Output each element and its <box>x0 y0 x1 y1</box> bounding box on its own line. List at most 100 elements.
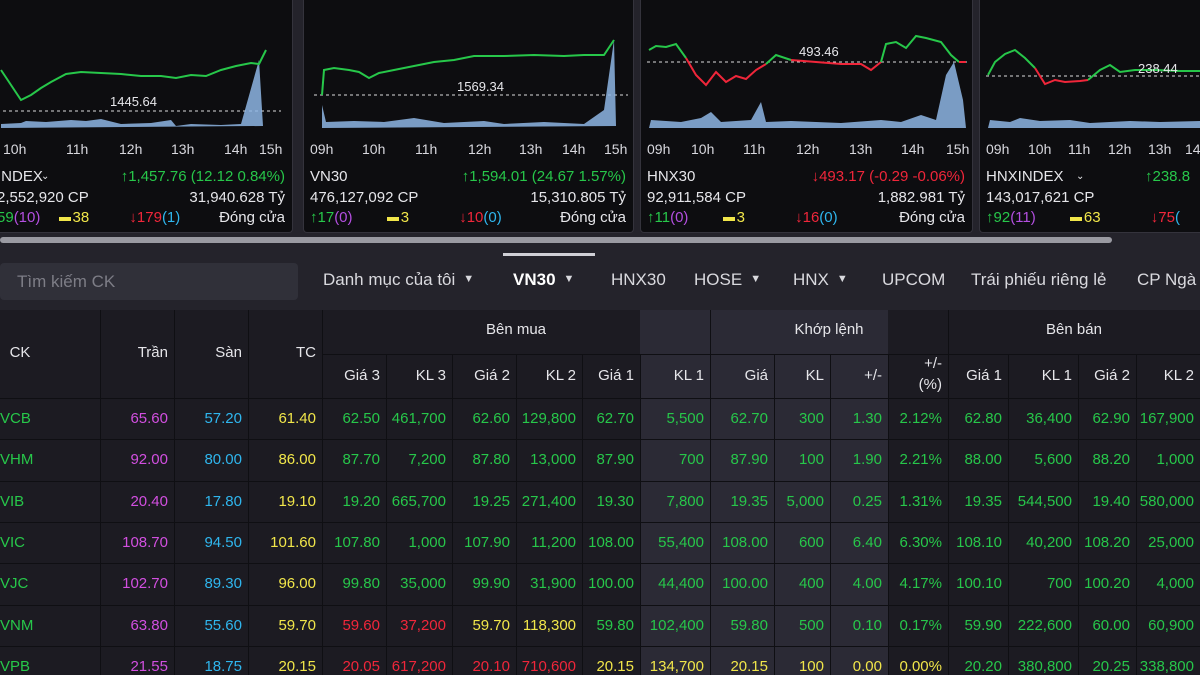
ask-cell: 59.90 <box>964 616 1002 634</box>
search-input[interactable]: Tìm kiếm CK <box>0 263 298 300</box>
grid-line <box>830 354 831 675</box>
col-header-buy: Giá 2 <box>474 367 510 384</box>
advancers-count: ↑92 <box>986 209 1011 226</box>
advancers-count: 59 <box>0 209 14 226</box>
index-chart: 1569.34 <box>314 39 628 128</box>
match-cell: 2.12% <box>899 410 942 427</box>
symbol-cell: VPB <box>0 657 31 675</box>
index-card-vn30[interactable]: 1569.34 09h 10h 11h 12h 13h 14h 15h VN30… <box>303 0 634 233</box>
symbol-cell: VIC <box>0 533 26 551</box>
col-header-buy: Giá 3 <box>344 367 380 384</box>
ask-cell: 20.25 <box>1092 657 1130 675</box>
ceiling-count: (11) <box>1010 209 1036 226</box>
ask-cell: 1,000 <box>1156 451 1194 469</box>
bid-cell: 7,200 <box>408 451 446 469</box>
match-cell: 20.15 <box>730 657 768 675</box>
grid-line <box>386 354 387 675</box>
match-cell: 0.00% <box>899 657 942 675</box>
chevron-down-icon: ▼ <box>563 273 575 285</box>
col-header-match-price: Giá <box>744 367 768 384</box>
match-cell: 1.31% <box>899 492 942 510</box>
time-axis: 10h 11h 12h 13h 14h 15h <box>3 141 283 157</box>
index-name: HNXINDEX <box>986 168 1064 185</box>
grid-line <box>452 354 453 675</box>
floor-count: (0) <box>483 209 502 226</box>
col-header-ck: CK <box>9 344 31 361</box>
col-header-match-vol: KL <box>805 367 824 384</box>
bid-cell: 31,900 <box>530 575 576 593</box>
ask-cell: 100.20 <box>1084 575 1130 593</box>
grid-line <box>710 310 711 675</box>
symbol-cell: VCB <box>0 410 31 427</box>
ask-cell: 88.20 <box>1092 451 1130 469</box>
match-cell: 0.10 <box>852 616 882 634</box>
active-tab-indicator <box>503 253 595 256</box>
index-value: 15,310.805 Tỷ <box>530 189 626 206</box>
ref-price-cell: 86.00 <box>278 451 316 469</box>
col-header-buy: KL 3 <box>415 367 446 384</box>
tab-watchlist[interactable]: Danh mục của tôi ▼ <box>323 270 475 289</box>
match-cell: 5,000 <box>786 492 824 510</box>
match-cell: 87.90 <box>730 451 768 469</box>
bid-cell: 87.70 <box>342 451 380 469</box>
ask-cell: 20.20 <box>964 657 1002 675</box>
decliners-count: ↓16 <box>795 209 820 226</box>
grid-line <box>888 354 889 675</box>
bid-cell: 5,500 <box>666 410 704 427</box>
index-card-hnxindex[interactable]: 238.44 09h 10h 11h 12h 13h 14h 15h HNXIN… <box>979 0 1200 233</box>
match-cell: 400 <box>798 575 824 593</box>
decliners-count: ↓179 <box>129 209 162 226</box>
tab-private-bonds[interactable]: Trái phiếu riêng lẻ <box>971 270 1107 289</box>
grid-line <box>1008 354 1009 675</box>
floor-price-cell: 18.75 <box>204 657 242 675</box>
tab-cp-nganh[interactable]: CP Ngà <box>1137 270 1197 289</box>
chevron-down-icon[interactable]: ⌄ <box>1076 171 1085 182</box>
chevron-down-icon[interactable]: ⌄ <box>41 171 50 182</box>
bid-cell: 62.70 <box>596 410 634 427</box>
ask-cell: 19.35 <box>964 492 1002 510</box>
unchanged-icon <box>58 217 71 221</box>
tab-upcom[interactable]: UPCOM <box>882 270 946 289</box>
ask-cell: 36,400 <box>1026 410 1072 427</box>
ask-cell: 580,000 <box>1139 492 1194 510</box>
tab-hnx[interactable]: HNX ▼ <box>793 270 848 289</box>
match-cell: 600 <box>798 533 824 551</box>
tab-hose[interactable]: HOSE ▼ <box>694 270 762 289</box>
floor-count: ( <box>1174 209 1180 226</box>
index-card-hnx30[interactable]: 493.46 09h 10h 11h 12h 13h 14h 15h HNX30… <box>640 0 973 233</box>
ceiling-count: (0) <box>670 209 689 226</box>
ceil-price-cell: 102.70 <box>122 575 168 593</box>
tab-hnx30[interactable]: HNX30 <box>611 270 666 289</box>
bid-cell: 37,200 <box>400 616 446 634</box>
grid-line <box>0 563 1200 565</box>
bid-cell: 107.90 <box>464 533 510 551</box>
ask-cell: 338,800 <box>1139 657 1194 675</box>
bid-cell: 665,700 <box>391 492 446 510</box>
grid-line <box>582 354 583 675</box>
bid-cell: 271,400 <box>521 492 576 510</box>
match-column-shade <box>640 310 888 675</box>
bid-cell: 99.90 <box>472 575 510 593</box>
ceil-price-cell: 108.70 <box>122 533 168 551</box>
cards-scrollbar-thumb[interactable] <box>0 237 1112 243</box>
ref-price-cell: 19.10 <box>278 492 316 510</box>
col-header-change-pct-unit: (%) <box>918 376 942 393</box>
ask-cell: 222,600 <box>1017 616 1072 634</box>
grid-line <box>0 480 1200 482</box>
filter-toolbar: Tìm kiếm CK Danh mục của tôi ▼ VN30 ▼ HNX3… <box>0 243 1200 310</box>
tab-vn30[interactable]: VN30 ▼ <box>513 270 575 289</box>
market-status: Đóng cửa <box>899 209 965 226</box>
bid-cell: 55,400 <box>658 533 704 551</box>
index-card-vnindex[interactable]: 1445.64 10h 11h 12h 13h 14h 15h INDEX ⌄ … <box>0 0 293 233</box>
unchanged-count: 38 <box>72 209 90 226</box>
bid-cell: 62.60 <box>472 410 510 427</box>
bid-cell: 19.30 <box>596 492 634 510</box>
col-header-floor: Sàn <box>215 344 242 361</box>
bid-cell: 108.00 <box>588 533 634 551</box>
index-chart: 238.44 <box>986 48 1200 128</box>
ceil-price-cell: 21.55 <box>130 657 168 675</box>
bid-cell: 20.10 <box>472 657 510 675</box>
index-volume: 92,911,584 CP <box>647 189 746 206</box>
ref-price-label: 493.46 <box>799 44 839 59</box>
